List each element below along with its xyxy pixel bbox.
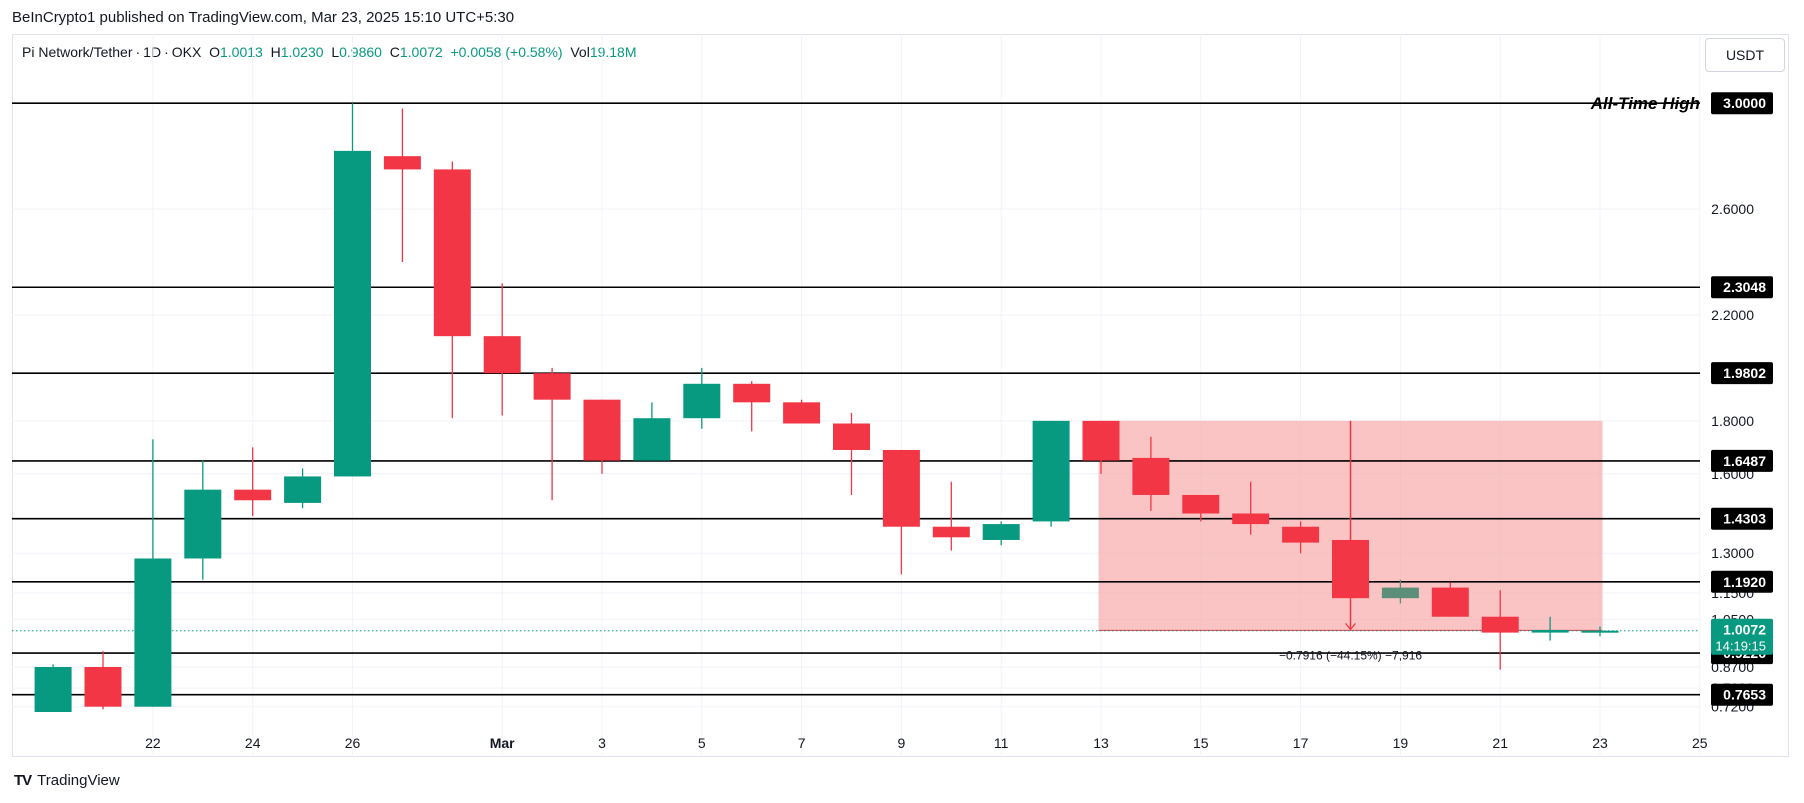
- x-tick-label: 23: [1592, 735, 1608, 751]
- x-tick-label: 13: [1093, 735, 1109, 751]
- legend-change: +0.0058 (+0.58%): [450, 44, 563, 60]
- candle-body[interactable]: [1232, 513, 1270, 525]
- candles-group: [34, 103, 1619, 712]
- level-tag-label: 3.0000: [1723, 95, 1766, 111]
- legend-high-label: H: [270, 44, 281, 60]
- candle-body[interactable]: [1481, 616, 1519, 633]
- candle-body[interactable]: [334, 150, 371, 477]
- candle-body[interactable]: [1431, 587, 1469, 617]
- x-tick-label: Mar: [490, 735, 515, 751]
- measure-label: −0.7916 (−44.15%) −7,916: [1279, 648, 1422, 662]
- legend-high: 1.0230: [280, 44, 324, 60]
- x-tick-label: 5: [698, 735, 706, 751]
- level-tag-label: 0.7653: [1723, 687, 1766, 703]
- x-tick-label: 25: [1692, 735, 1708, 751]
- x-tick-label: 22: [145, 735, 161, 751]
- candle-body[interactable]: [683, 383, 721, 419]
- measure-arrow-head: [1345, 622, 1356, 631]
- x-tick-label: 3: [598, 735, 606, 751]
- legend-open: 1.0013: [219, 44, 263, 60]
- candle-body[interactable]: [1381, 587, 1419, 599]
- ath-note: All-Time High: [1590, 94, 1700, 113]
- level-tag: [1711, 507, 1773, 530]
- legend-low: 0.9860: [339, 44, 382, 60]
- level-tag-label: 1.6487: [1723, 453, 1766, 469]
- y-tick-label: 2.6000: [1711, 201, 1754, 217]
- level-tag: [1711, 570, 1773, 593]
- candle-body[interactable]: [1531, 629, 1569, 633]
- legend-close: 1.0072: [399, 44, 443, 60]
- candle-body[interactable]: [1132, 457, 1170, 495]
- level-tag: [1711, 276, 1773, 299]
- footer-brand: TV TradingView: [14, 772, 120, 789]
- candle-body[interactable]: [783, 402, 821, 424]
- level-tag-label: 2.3048: [1723, 279, 1766, 295]
- legend-vol: 19.18M: [589, 44, 637, 60]
- x-tick-label: 24: [245, 735, 261, 751]
- y-tick-label: 1.3000: [1711, 545, 1754, 561]
- candle-body[interactable]: [1182, 494, 1220, 514]
- level-tag: [1711, 683, 1773, 706]
- candle-countdown: 14:19:15: [1715, 639, 1766, 654]
- candle-body[interactable]: [1032, 420, 1070, 522]
- chart-frame: [12, 34, 1789, 757]
- legend-low-label: L: [331, 44, 340, 60]
- candle-body[interactable]: [733, 383, 771, 403]
- candle-body[interactable]: [433, 169, 471, 337]
- candle-body[interactable]: [1082, 420, 1120, 461]
- candle-body[interactable]: [1282, 526, 1320, 543]
- x-tick-label: 19: [1393, 735, 1409, 751]
- x-tick-label: 21: [1492, 735, 1508, 751]
- published-info: BeInCrypto1 published on TradingView.com…: [12, 9, 515, 26]
- legend-exchange: OKX: [171, 44, 202, 60]
- candle-body[interactable]: [34, 667, 72, 712]
- legend-open-label: O: [209, 44, 220, 60]
- candle-body[interactable]: [633, 418, 671, 461]
- level-tag: [1711, 362, 1773, 385]
- candle-body[interactable]: [284, 476, 322, 503]
- currency-button[interactable]: USDT: [1705, 38, 1785, 72]
- level-tag-label: 1.1920: [1723, 574, 1766, 590]
- level-tag: [1711, 92, 1773, 115]
- candle-body[interactable]: [932, 526, 970, 538]
- last-price-tag: [1711, 618, 1773, 655]
- candle-body[interactable]: [483, 336, 521, 374]
- y-tick-label: 1.8000: [1711, 413, 1754, 429]
- level-tag-label: 1.4303: [1723, 511, 1766, 527]
- x-tick-label: 17: [1293, 735, 1309, 751]
- legend-close-label: C: [389, 44, 400, 60]
- candle-body[interactable]: [533, 373, 571, 400]
- candle-body[interactable]: [583, 399, 621, 461]
- x-tick-label: 11: [994, 735, 1009, 751]
- x-tick-label: 15: [1193, 735, 1209, 751]
- candle-body[interactable]: [383, 156, 421, 170]
- candle-body[interactable]: [882, 449, 920, 527]
- legend-interval[interactable]: 1D: [143, 44, 162, 60]
- level-tag: [1711, 449, 1773, 472]
- tradingview-logo-icon: TV: [14, 772, 32, 789]
- x-tick-label: 26: [345, 735, 361, 751]
- candle-body[interactable]: [833, 423, 870, 450]
- last-price-label: 1.0072: [1723, 622, 1766, 638]
- symbol-legend: Pi Network/Tether · 1D · OKX O1.0013 H1.0230…: [22, 44, 637, 60]
- level-tag-label: 1.9802: [1723, 365, 1766, 381]
- candle-body[interactable]: [1581, 630, 1619, 633]
- candle-body[interactable]: [84, 667, 122, 707]
- candle-body[interactable]: [134, 558, 172, 707]
- candle-body[interactable]: [982, 524, 1020, 540]
- candle-body[interactable]: [234, 489, 272, 501]
- y-tick-label: 2.2000: [1711, 307, 1754, 323]
- x-tick-label: 7: [798, 735, 806, 751]
- candle-body[interactable]: [184, 489, 222, 559]
- x-tick-label: 9: [898, 735, 906, 751]
- legend-symbol[interactable]: Pi Network/Tether: [22, 44, 133, 60]
- tradingview-brand[interactable]: TradingView: [37, 772, 120, 789]
- legend-vol-label: Vol: [570, 44, 590, 60]
